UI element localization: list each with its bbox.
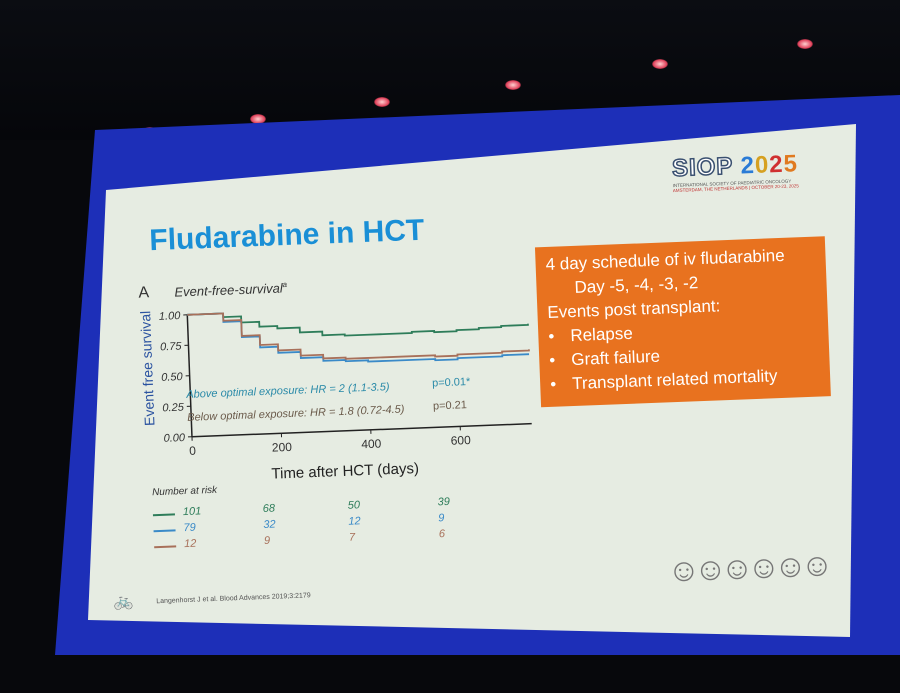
risk-value: 7 [349,532,356,544]
p-value-below: p=0.21 [433,399,467,412]
x-tick-label: 400 [361,436,382,451]
y-tick-label: 0.00 [163,432,186,445]
survival-curve-below [187,302,529,366]
survival-curves [187,302,529,370]
y-tick-label: 0.50 [161,371,184,384]
children-illustration: ☺☺☺☺☺☺ [667,546,828,589]
risk-value: 50 [348,499,361,511]
y-tick-label: 1.00 [159,310,182,323]
x-tick-label: 200 [272,440,293,455]
risk-value: 39 [437,496,450,508]
risk-value: 6 [439,528,446,540]
p-value-above: p=0.01* [432,376,471,389]
risk-value: 9 [264,535,271,547]
x-tick-label: 600 [450,433,471,448]
y-tick-label: 0.25 [162,401,185,414]
x-tick-label: 0 [189,444,197,458]
x-axis [192,424,532,437]
risk-value: 32 [263,519,276,531]
risk-value: 12 [184,538,197,550]
risk-value: 68 [263,503,276,515]
risk-value: 101 [183,505,202,518]
risk-value: 12 [348,515,361,527]
axes: 0.00 0.25 0.50 0.75 1.00 0 200 400 600 [159,297,533,459]
risk-value: 79 [183,522,196,534]
risk-value: 9 [438,512,445,524]
y-tick-label: 0.75 [160,341,183,354]
bicycle-icon: 🚲 [113,591,134,612]
